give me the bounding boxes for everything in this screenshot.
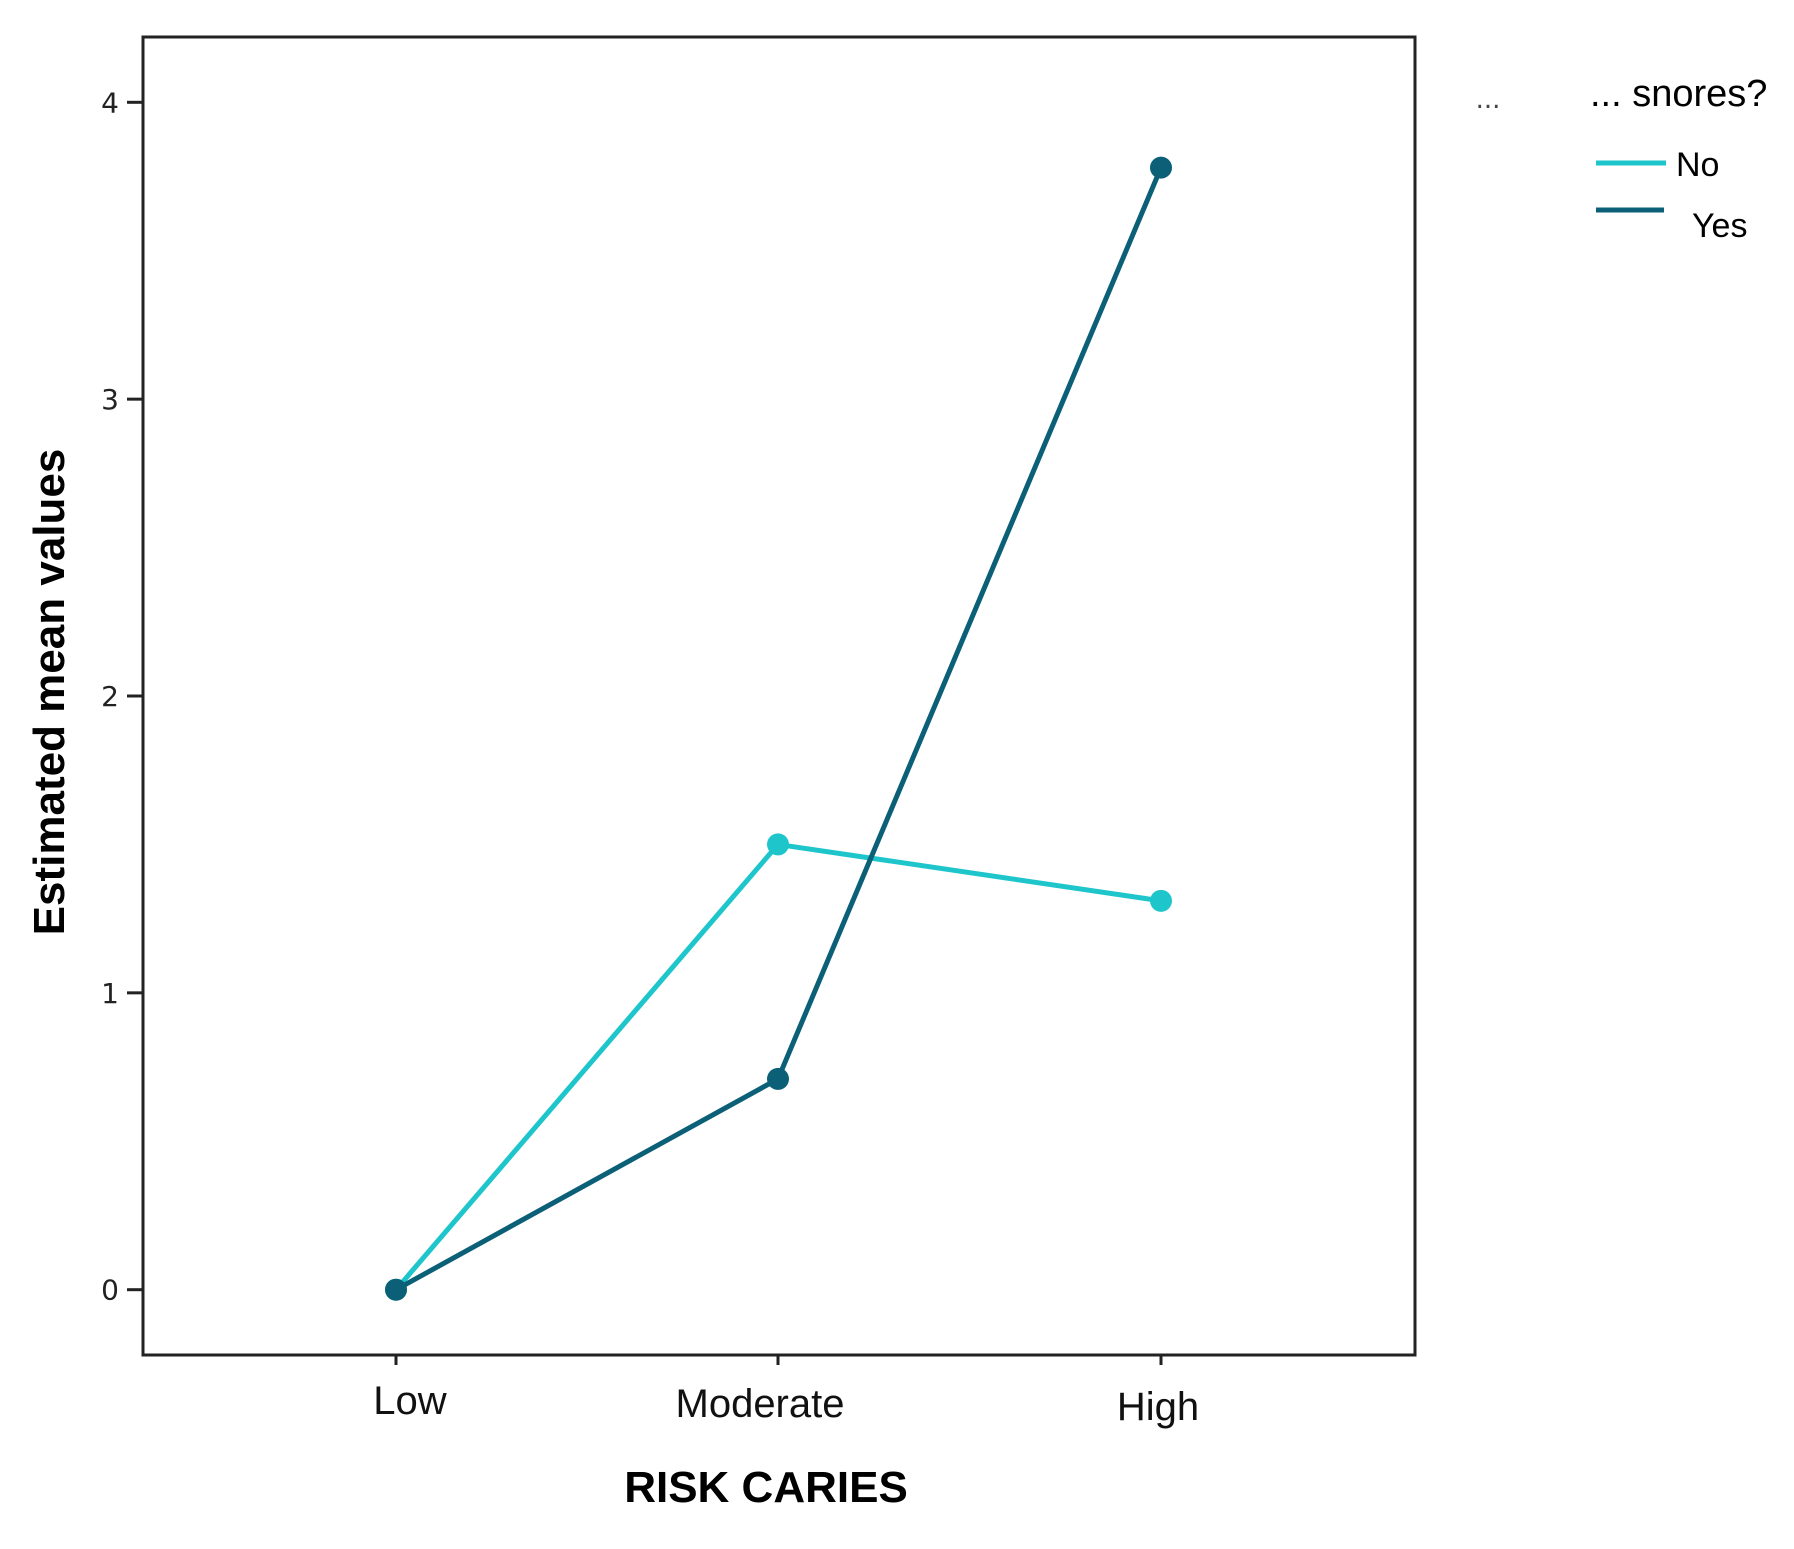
plot-frame	[141, 35, 1417, 1357]
legend-prefix: ...	[1476, 85, 1501, 115]
series-layer	[385, 156, 1172, 1301]
data-point-yes-moderate	[767, 1067, 789, 1090]
x-axis: Low Moderate High	[373, 1355, 1199, 1429]
x-tick-label-high: High	[1117, 1385, 1199, 1429]
legend-label-no: No	[1676, 146, 1719, 184]
data-point-yes-high	[1150, 156, 1172, 179]
y-tick-label: 4	[101, 86, 119, 119]
y-tick-label: 2	[101, 680, 119, 713]
series-line-yes	[394, 166, 1164, 1292]
data-point-yes-low	[385, 1278, 407, 1301]
series-line-no	[394, 841, 1162, 1292]
x-tick-label-low: Low	[373, 1379, 446, 1423]
data-point-no-moderate	[767, 833, 789, 856]
data-point-no-high	[1150, 889, 1172, 912]
x-axis-title: RISK CARIES	[624, 1463, 908, 1512]
y-axis-title: Estimated mean values	[25, 449, 74, 936]
y-axis: 0 1 2 3 4	[101, 86, 143, 1307]
legend-title: ... snores?	[1590, 73, 1767, 115]
y-tick-label: 1	[101, 977, 119, 1010]
y-tick-label: 0	[101, 1274, 119, 1307]
legend: ... ... snores? No Yes	[1476, 73, 1768, 245]
y-tick-label: 3	[101, 383, 119, 416]
legend-label-yes: Yes	[1692, 207, 1747, 245]
x-tick-label-moderate: Moderate	[676, 1382, 845, 1426]
